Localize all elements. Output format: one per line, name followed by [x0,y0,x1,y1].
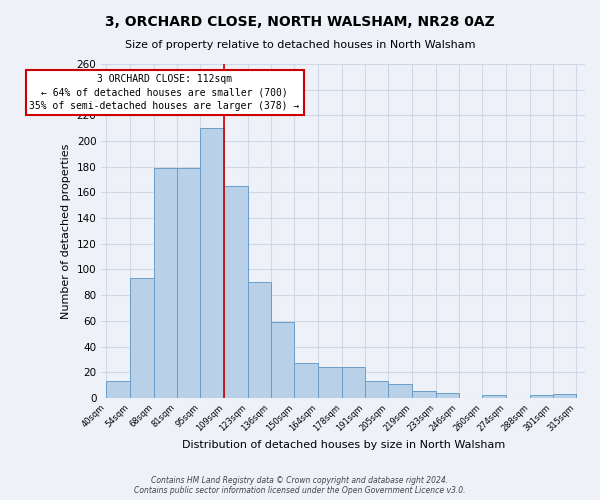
Bar [176,168,200,398]
X-axis label: Distribution of detached houses by size in North Walsham: Distribution of detached houses by size … [182,440,505,450]
Bar [553,394,577,398]
Bar [388,384,412,398]
Text: 3, ORCHARD CLOSE, NORTH WALSHAM, NR28 0AZ: 3, ORCHARD CLOSE, NORTH WALSHAM, NR28 0A… [105,15,495,29]
Bar [530,396,553,398]
Bar [154,168,176,398]
Text: Size of property relative to detached houses in North Walsham: Size of property relative to detached ho… [125,40,475,50]
Bar [482,396,506,398]
Bar [436,392,458,398]
Bar [271,322,295,398]
Bar [130,278,154,398]
Text: Contains HM Land Registry data © Crown copyright and database right 2024.
Contai: Contains HM Land Registry data © Crown c… [134,476,466,495]
Y-axis label: Number of detached properties: Number of detached properties [61,144,71,318]
Bar [343,367,365,398]
Bar [365,381,388,398]
Bar [200,128,224,398]
Text: 3 ORCHARD CLOSE: 112sqm
← 64% of detached houses are smaller (700)
35% of semi-d: 3 ORCHARD CLOSE: 112sqm ← 64% of detache… [29,74,299,110]
Bar [412,392,436,398]
Bar [295,363,319,398]
Bar [319,367,343,398]
Bar [224,186,248,398]
Bar [248,282,271,398]
Bar [106,381,130,398]
